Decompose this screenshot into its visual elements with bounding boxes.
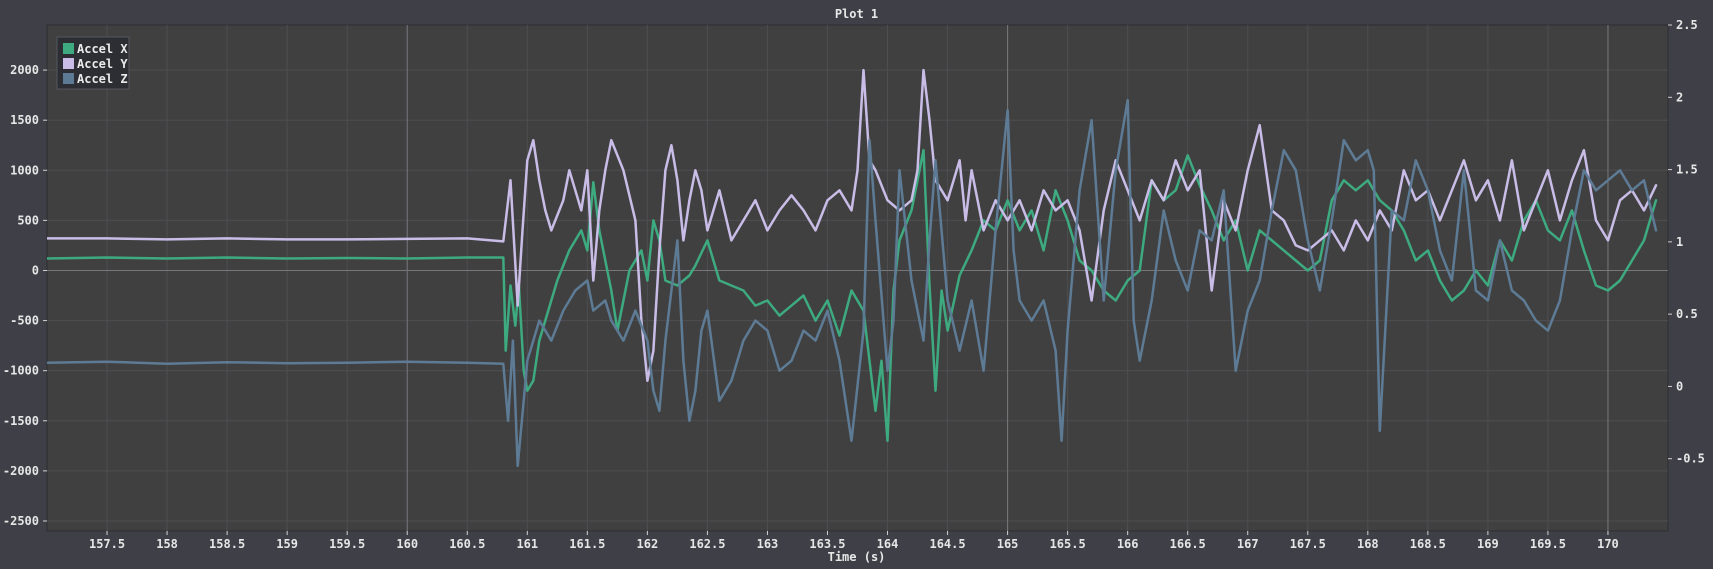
x-tick-label: 165 [997, 537, 1019, 551]
y2-tick-label: 2 [1676, 90, 1683, 104]
y-tick-label: 1500 [10, 113, 39, 127]
x-tick-label: 159 [276, 537, 298, 551]
legend-swatch [63, 73, 74, 84]
x-tick-label: 158 [156, 537, 178, 551]
x-tick-label: 166.5 [1170, 537, 1206, 551]
y-tick-label: 0 [32, 263, 39, 277]
y2-tick-label: 0 [1676, 379, 1683, 393]
x-tick-label: 160.5 [449, 537, 485, 551]
legend-label: Accel Z [77, 72, 128, 86]
y-tick-label: -2500 [3, 514, 39, 528]
y2-tick-label: 1 [1676, 235, 1683, 249]
x-tick-label: 168 [1357, 537, 1379, 551]
x-tick-label: 167 [1237, 537, 1259, 551]
y2-tick-label: 0.5 [1676, 307, 1698, 321]
x-tick-label: 166 [1117, 537, 1139, 551]
y2-tick-label: -0.5 [1676, 452, 1705, 466]
x-tick-label: 164 [877, 537, 899, 551]
x-tick-label: 168.5 [1410, 537, 1446, 551]
y-tick-label: -500 [10, 314, 39, 328]
plot-title: Plot 1 [834, 7, 879, 21]
y-tick-label: 1000 [10, 163, 39, 177]
x-tick-label: 159.5 [329, 537, 365, 551]
x-tick-label: 169 [1477, 537, 1499, 551]
x-tick-label: 163.5 [809, 537, 845, 551]
x-tick-label: 157.5 [89, 537, 125, 551]
y-tick-label: 2000 [10, 63, 39, 77]
legend-swatch [63, 58, 74, 69]
x-tick-label: 163 [757, 537, 779, 551]
x-tick-label: 161.5 [569, 537, 605, 551]
series-line-accel-z [47, 98, 1658, 468]
y2-tick-label: 1.5 [1676, 163, 1698, 177]
x-tick-label: 170 [1597, 537, 1619, 551]
x-axis-label: Time (s) [827, 550, 886, 564]
x-tick-label: 162 [637, 537, 659, 551]
series-line-accel-y [47, 68, 1658, 382]
x-tick-label: 169.5 [1530, 537, 1566, 551]
x-tick-label: 164.5 [929, 537, 965, 551]
x-tick-label: 167.5 [1290, 537, 1326, 551]
x-tick-label: 165.5 [1050, 537, 1086, 551]
plot-area [46, 24, 1669, 532]
x-tick-label: 158.5 [209, 537, 245, 551]
x-tick-label: 162.5 [689, 537, 725, 551]
y2-tick-label: 2.5 [1676, 18, 1698, 32]
y-tick-label: -1000 [3, 364, 39, 378]
legend-label: Accel X [77, 42, 128, 56]
legend-swatch [63, 43, 74, 54]
legend-label: Accel Y [77, 57, 128, 71]
y-tick-label: -1500 [3, 414, 39, 428]
x-tick-label: 161 [516, 537, 538, 551]
series-line-accel-x [47, 148, 1658, 443]
y-tick-label: 500 [17, 213, 39, 227]
y-tick-label: -2000 [3, 464, 39, 478]
x-tick-label: 160 [396, 537, 418, 551]
